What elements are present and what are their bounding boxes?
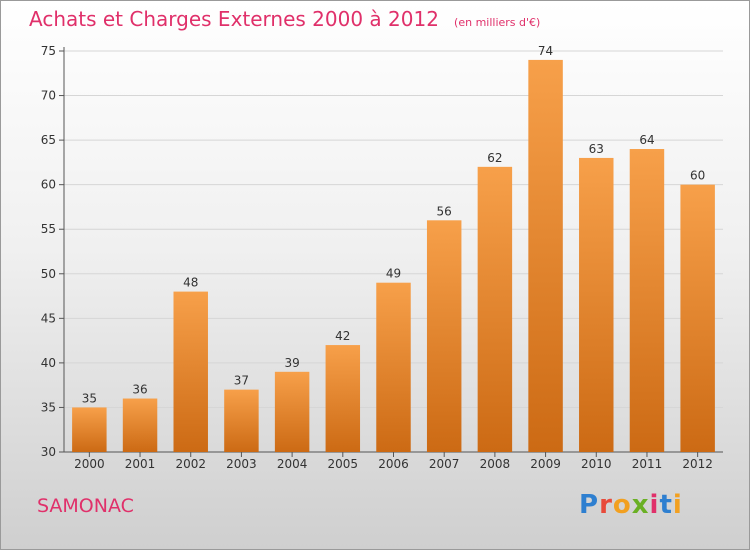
y-tick-label: 50 [41,267,56,281]
x-tick-label: 2011 [632,457,663,471]
bar [426,220,462,452]
data-label: 74 [538,44,553,58]
data-label: 49 [386,267,401,281]
logo-letter: x [631,490,650,520]
chart-title: Achats et Charges Externes 2000 à 2012 [29,7,439,31]
x-tick-label: 2010 [581,457,612,471]
x-tick-label: 2002 [175,457,206,471]
bar [325,345,361,452]
data-label: 60 [690,169,705,183]
bar [629,149,665,452]
bars [72,59,715,453]
logo-letter: r [599,490,613,520]
logo-letter: o [612,490,632,520]
data-label: 64 [639,133,654,147]
bar [680,184,715,452]
x-tick-label: 2009 [530,457,561,471]
y-tick-label: 65 [41,133,56,147]
logo-letter: t [659,490,673,520]
y-tick-label: 75 [41,44,56,58]
x-tick-label: 2012 [682,457,713,471]
data-label: 62 [487,151,502,165]
proxiti-logo: Proxiti [579,490,683,520]
bar [579,157,614,452]
x-tick-label: 2003 [226,457,257,471]
bar [72,407,107,452]
logo-letter: i [649,490,660,520]
y-tick-label: 30 [41,445,56,459]
x-tick-label: 2001 [125,457,156,471]
bar [528,59,563,453]
logo-letter: i [672,490,683,520]
y-tick-label: 55 [41,222,56,236]
data-label: 35 [82,391,97,405]
x-tick-label: 2007 [429,457,460,471]
data-label: 56 [437,204,452,218]
bar [122,398,158,452]
data-label: 63 [589,142,604,156]
place-name: SAMONAC [37,495,134,517]
data-label: 36 [132,383,147,397]
x-tick-label: 2006 [378,457,409,471]
data-label: 39 [284,356,299,370]
data-label: 48 [183,276,198,290]
y-tick-label: 45 [41,311,56,325]
bar [477,166,513,452]
bar [274,371,310,452]
data-label: 42 [335,329,350,343]
y-tick-label: 40 [41,356,56,370]
data-label: 37 [234,374,249,388]
labels: 30 35 40 45 50 55 60 65 70 75 2000 35 2001 36 2002 48 20… [41,44,713,471]
bar [173,291,208,452]
x-tick-label: 2008 [480,457,511,471]
y-tick-label: 35 [41,400,56,414]
chart-subtitle: (en milliers d'€) [454,16,541,29]
logo-letter: P [579,490,600,520]
y-tick-label: 70 [41,89,56,103]
x-tick-label: 2004 [277,457,308,471]
bar [224,389,259,452]
bar [376,282,411,452]
title-row: Achats et Charges Externes 2000 à 2012 (… [29,7,540,31]
y-tick-label: 60 [41,178,56,192]
x-tick-label: 2005 [328,457,359,471]
x-tick-label: 2000 [74,457,105,471]
